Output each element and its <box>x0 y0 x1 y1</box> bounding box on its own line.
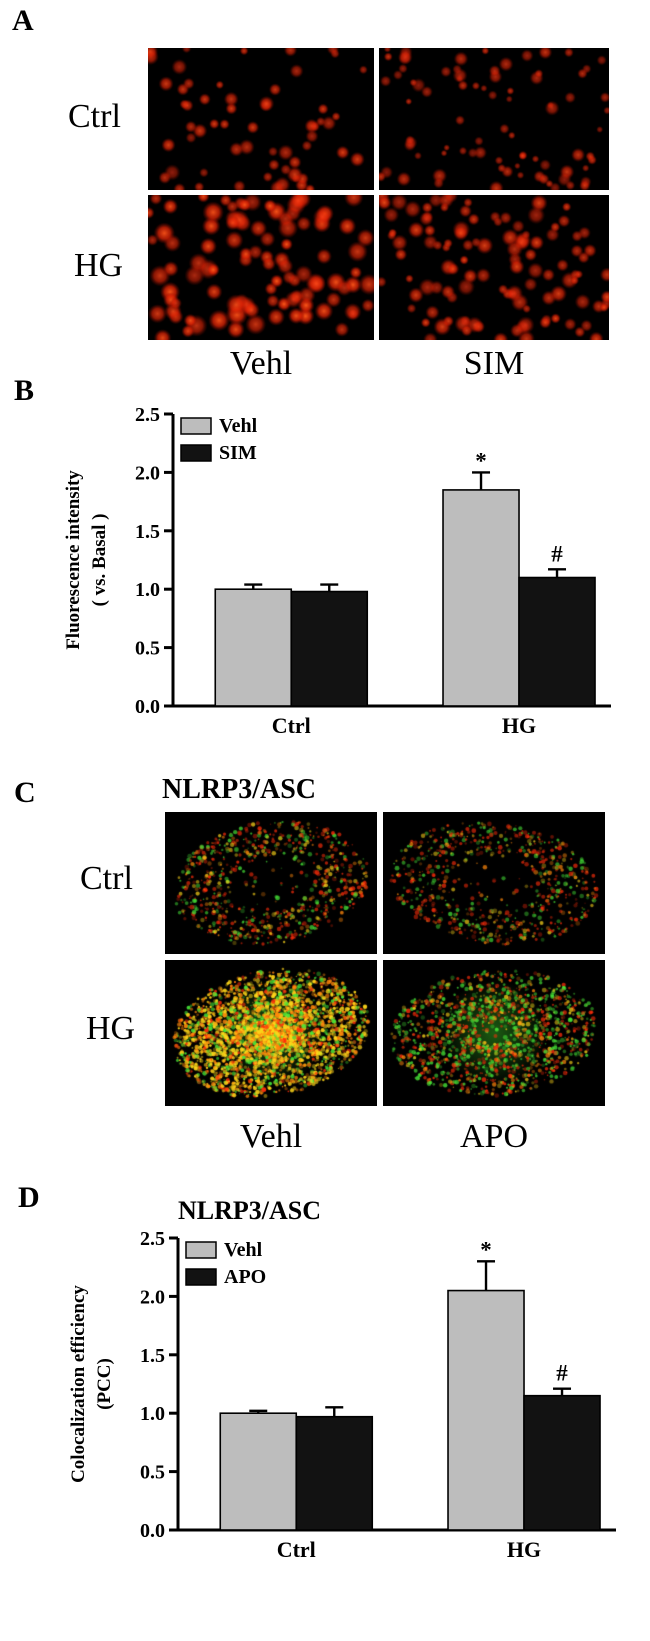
svg-text:0.5: 0.5 <box>140 1462 165 1484</box>
svg-text:2.5: 2.5 <box>140 1228 165 1250</box>
svg-text:HG: HG <box>507 1537 541 1562</box>
svg-text:*: * <box>475 448 487 473</box>
panel-a-col-label-sim: SIM <box>463 345 525 382</box>
svg-text:(PCC): (PCC) <box>94 1358 115 1410</box>
panel-c-row-label-hg: HG <box>86 1010 136 1047</box>
svg-text:1.5: 1.5 <box>140 1345 165 1367</box>
svg-text:0.0: 0.0 <box>135 696 160 718</box>
svg-text:2.5: 2.5 <box>135 404 160 426</box>
confocal-ctrl-vehl <box>165 812 377 954</box>
panel-a-label: A <box>12 4 34 37</box>
confocal-ctrl-apo <box>383 812 605 954</box>
svg-text:1.5: 1.5 <box>135 521 160 543</box>
svg-text:Colocalization efficiency: Colocalization efficiency <box>68 1285 89 1483</box>
micrograph-hg-sim <box>379 195 609 340</box>
svg-text:0.0: 0.0 <box>140 1520 165 1542</box>
svg-text:Ctrl: Ctrl <box>272 713 311 738</box>
panel-b-label: B <box>14 374 35 407</box>
svg-text:2.0: 2.0 <box>135 462 160 484</box>
panel-a-row-label-ctrl: Ctrl <box>68 98 121 135</box>
panel-a-col-label-vehl: Vehl <box>229 345 293 382</box>
micrograph-ctrl-sim <box>379 48 609 190</box>
panel-c-col-label-apo: APO <box>459 1118 529 1155</box>
svg-text:HG: HG <box>502 713 536 738</box>
svg-text:2.0: 2.0 <box>140 1286 165 1308</box>
svg-text:Ctrl: Ctrl <box>277 1537 316 1562</box>
svg-text:Vehl: Vehl <box>219 415 258 437</box>
panel-a-row-label-hg: HG <box>74 247 124 284</box>
svg-text:SIM: SIM <box>219 442 257 464</box>
micrograph-hg-vehl <box>148 195 374 340</box>
svg-text:*: * <box>480 1237 492 1262</box>
svg-text:( vs. Basal ): ( vs. Basal ) <box>89 514 110 607</box>
confocal-hg-vehl <box>165 960 377 1106</box>
svg-text:1.0: 1.0 <box>135 579 160 601</box>
panel-c-col-label-vehl: Vehl <box>239 1118 303 1155</box>
panel-c-image-grid <box>165 812 605 1106</box>
svg-text:1.0: 1.0 <box>140 1403 165 1425</box>
svg-text:0.5: 0.5 <box>135 638 160 660</box>
confocal-hg-apo <box>383 960 605 1106</box>
panel-c-title: NLRP3/ASC <box>162 774 317 805</box>
panel-d-title: NLRP3/ASC <box>178 1196 322 1225</box>
colocalization-efficiency-bar-chart: 0.0 0.5 1.0 1.5 2.0 2.5 Ctrl * # HG Vehl APO Colocal… <box>60 1222 630 1594</box>
micrograph-ctrl-vehl <box>148 48 374 190</box>
fluorescence-intensity-bar-chart: 0.0 0.5 1.0 1.5 2.0 2.5 Ctrl * # HG Vehl SIM Fluores… <box>55 398 625 770</box>
panel-a-image-grid <box>148 48 609 340</box>
panel-d-label: D <box>18 1181 40 1214</box>
svg-text:Fluorescence intensity: Fluorescence intensity <box>63 470 84 650</box>
svg-text:#: # <box>556 1361 568 1386</box>
panel-c-label: C <box>14 776 36 809</box>
svg-text:APO: APO <box>224 1266 266 1288</box>
svg-text:#: # <box>551 541 563 566</box>
panel-c-row-label-ctrl: Ctrl <box>80 860 133 897</box>
svg-text:Vehl: Vehl <box>224 1239 263 1261</box>
